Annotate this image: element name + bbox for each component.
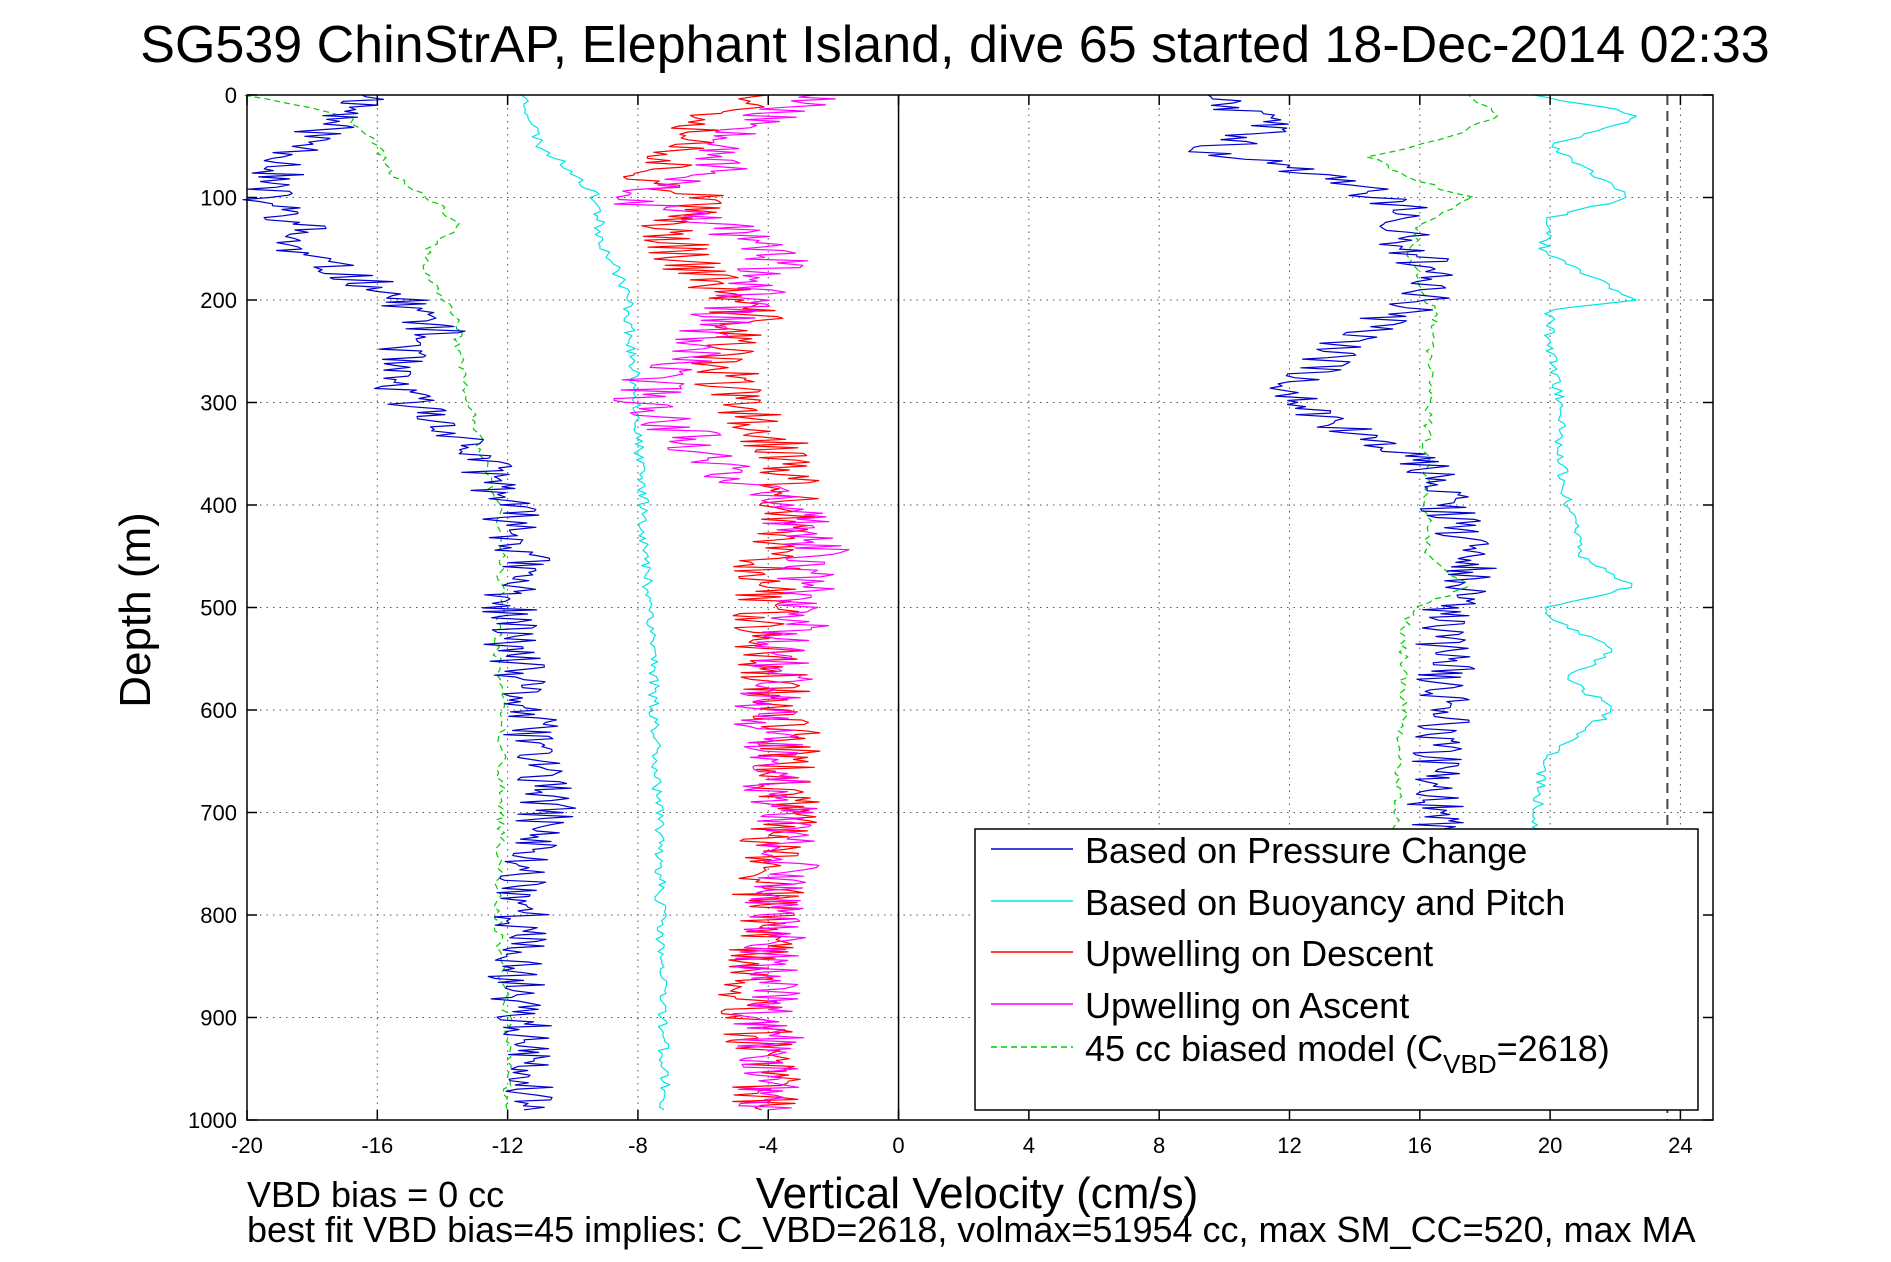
series-line-buoyancy-pitch-descent [520,94,671,1111]
legend-label: Upwelling on Ascent [1085,985,1409,1026]
series-line-upwelling-ascent-profile [613,94,850,1111]
y-tick-label: 800 [200,903,237,928]
legend-label: Based on Pressure Change [1085,830,1527,871]
legend-box [974,828,1699,1111]
y-axis-label: Depth (m) [111,512,160,708]
legend-label: 45 cc biased model (CVBD=2618) [1085,1028,1610,1079]
y-tick-label: 200 [200,288,237,313]
x-tick-label: 12 [1277,1133,1301,1158]
footer-note-vbd-bias: VBD bias = 0 cc [247,1174,504,1215]
x-tick-label: 24 [1668,1133,1692,1158]
x-tick-label: -12 [492,1133,524,1158]
y-tick-label: 0 [225,83,237,108]
y-tick-label: 300 [200,391,237,416]
y-tick-label: 1000 [188,1108,237,1133]
footer-note-best-fit: best fit VBD bias=45 implies: C_VBD=2618… [247,1209,1696,1250]
series-line-pressure-change-descent [242,94,577,1111]
series-lines [242,94,1638,1111]
x-axis-label: Vertical Velocity (cm/s) [756,1169,1199,1218]
legend-label: Based on Buoyancy and Pitch [1085,882,1565,923]
series-line-biased-model-ascent [1365,94,1499,1110]
x-tick-label: 0 [892,1133,904,1158]
series-line-biased-model-descent [244,94,514,1111]
y-tick-label: 700 [200,801,237,826]
y-tick-label: 900 [200,1006,237,1031]
x-tick-label: 4 [1023,1133,1035,1158]
x-tick-label: 20 [1538,1133,1562,1158]
legend-label: Upwelling on Descent [1085,933,1433,974]
x-tick-label: -8 [628,1133,648,1158]
legend: Based on Pressure Change Based on Buoyanc… [974,828,1699,1111]
y-tick-label: 400 [200,493,237,518]
x-tick-label: -20 [231,1133,263,1158]
x-tick-label: 8 [1153,1133,1165,1158]
y-tick-label: 600 [200,698,237,723]
y-tick-label: 500 [200,596,237,621]
axis-ticks: -20 -16 -12 -8 -4 0 4 8 12 16 20 24 0 100 200 300 400 500… [188,83,1713,1158]
chart-title: SG539 ChinStrAP, Elephant Island, dive 6… [140,16,1769,74]
y-tick-label: 100 [200,186,237,211]
x-tick-label: -16 [361,1133,393,1158]
x-tick-label: 16 [1408,1133,1432,1158]
x-tick-label: -4 [758,1133,778,1158]
